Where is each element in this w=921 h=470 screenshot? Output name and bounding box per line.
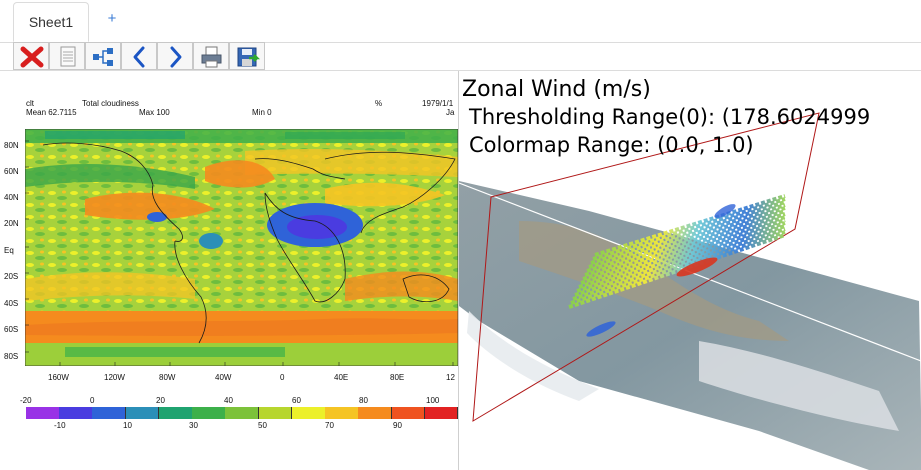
latitude-label: 80N [4, 141, 19, 150]
chevron-right-icon [170, 46, 182, 68]
panel-separator [458, 71, 459, 470]
colorbar-top-label: 20 [156, 396, 165, 405]
colorbar [26, 407, 459, 419]
colorbar-top-label: 0 [90, 396, 95, 405]
colorbar-bottom-label: 10 [123, 421, 132, 430]
colorbar-swatch [26, 407, 60, 419]
colorbar-top-label: 40 [224, 396, 233, 405]
latitude-label: 40N [4, 193, 19, 202]
header-edge-text: Ja [446, 108, 455, 117]
latitude-label: 80S [4, 352, 19, 361]
colorbar-swatch [424, 407, 459, 419]
wind-ribbon [568, 233, 786, 309]
wind-ribbon [582, 212, 786, 281]
colorbar-bottom-label: 30 [189, 421, 198, 430]
close-button[interactable] [13, 42, 49, 70]
tree-button[interactable] [85, 42, 121, 70]
colorbar-swatch [225, 407, 260, 419]
longitude-label: 120W [104, 373, 125, 382]
forward-button[interactable] [157, 42, 193, 70]
wind-ribbon [588, 203, 786, 269]
toolbar-divider [0, 70, 921, 71]
latitude-label: 60N [4, 167, 19, 176]
colorbar-swatch [358, 407, 393, 419]
document-button[interactable] [49, 42, 85, 70]
print-button[interactable] [193, 42, 229, 70]
save-icon [237, 47, 261, 67]
colorbar-swatch [59, 407, 93, 419]
longitude-label: 12 [446, 373, 455, 382]
zonal-wind-3d-panel: Zonal Wind (m/s) Thresholding Range(0): … [459, 71, 921, 470]
zonal-wind-render [459, 112, 921, 470]
latitude-label: 20S [4, 272, 19, 281]
wind-ribbon [572, 227, 786, 301]
plot-date: 1979/1/1 [422, 99, 454, 108]
wind-ribbon [576, 221, 786, 293]
chevron-left-icon [133, 46, 145, 68]
tab-bar: Sheet1 + [0, 0, 921, 43]
longitude-label: 80W [159, 373, 176, 382]
mean-value: Mean 62.7115 [26, 108, 77, 117]
longitude-label: 160W [48, 373, 69, 382]
latitude-label: Eq [4, 246, 14, 255]
back-button[interactable] [121, 42, 157, 70]
colorbar-bottom-label: -10 [54, 421, 66, 430]
latitude-label: 20N [4, 219, 19, 228]
colorbar-swatch [258, 407, 293, 419]
longitude-label: 0 [280, 373, 285, 382]
colorbar-bottom-label: 70 [325, 421, 334, 430]
colorbar-top-label: -20 [20, 396, 32, 405]
save-button[interactable] [229, 42, 265, 70]
wind-ribbon [586, 206, 786, 273]
colorbar-top-label: 100 [426, 396, 440, 405]
document-icon [60, 46, 76, 67]
wind-ribbon [590, 200, 786, 265]
min-value: Min 0 [252, 108, 272, 117]
colorbar-swatch [158, 407, 193, 419]
tree-icon [93, 48, 113, 66]
latitude-label: 40S [4, 299, 19, 308]
max-value: Max 100 [139, 108, 170, 117]
colorbar-swatch [125, 407, 160, 419]
colorbar-swatch [192, 407, 226, 419]
variable-long-name: Total cloudiness [82, 99, 139, 108]
latitude-label: 60S [4, 325, 19, 334]
longitude-label: 80E [390, 373, 405, 382]
colorbar-swatch [92, 407, 127, 419]
tab-sheet1[interactable]: Sheet1 [13, 2, 89, 42]
variable-name: clt [26, 99, 34, 108]
colormap-range-text: Colormap Range: (0.0, 1.0) [469, 133, 754, 157]
close-icon [20, 46, 44, 68]
colorbar-swatch [291, 407, 326, 419]
longitude-label: 40W [215, 373, 232, 382]
wind-ribbons [568, 194, 786, 309]
wind-ribbon [584, 209, 786, 277]
colorbar-top-label: 60 [292, 396, 301, 405]
wind-title: Zonal Wind (m/s) [462, 77, 651, 102]
longitude-label: 40E [334, 373, 349, 382]
colorbar-bottom-label: 90 [393, 421, 402, 430]
wind-ribbon [574, 224, 786, 297]
colorbar-swatch [391, 407, 426, 419]
cloudiness-map [25, 129, 458, 366]
colorbar-swatch [325, 407, 359, 419]
add-tab-button[interactable]: + [107, 10, 117, 27]
wind-ribbon [570, 230, 786, 305]
printer-icon [201, 46, 222, 68]
cloudiness-plot-panel: clt Total cloudiness % 1979/1/1 Mean 62.… [0, 71, 459, 470]
wind-ribbon [578, 218, 786, 289]
variable-units: % [375, 99, 383, 108]
colorbar-top-label: 80 [359, 396, 368, 405]
wind-ribbon [592, 197, 786, 261]
wind-ribbon [594, 194, 786, 257]
colorbar-bottom-label: 50 [258, 421, 267, 430]
threshold-range-text: Thresholding Range(0): (178.6024999 [469, 105, 871, 129]
